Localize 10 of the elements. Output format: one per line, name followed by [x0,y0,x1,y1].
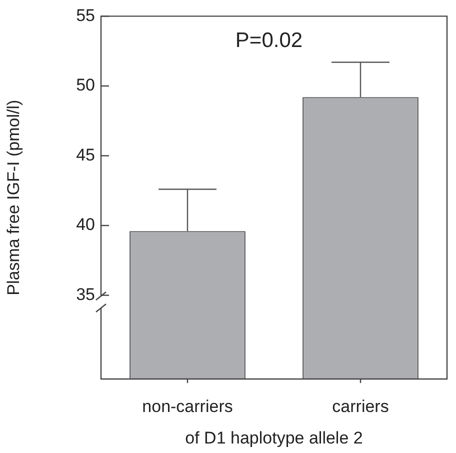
x-axis-title: of D1 haplotype allele 2 [185,428,363,448]
x-tick-label: carriers [332,396,389,416]
y-tick-label: 50 [76,76,95,95]
annotation: P=0.02 [235,28,303,52]
y-tick-label: 35 [76,284,95,304]
y-tick-label: 45 [76,145,95,164]
y-tick-label: 55 [76,6,95,25]
x-tick-label: non-carriers [142,396,233,416]
y-axis-title: Plasma free IGF-I (pmol/l) [4,100,23,296]
y-tick-label: 40 [76,215,95,234]
